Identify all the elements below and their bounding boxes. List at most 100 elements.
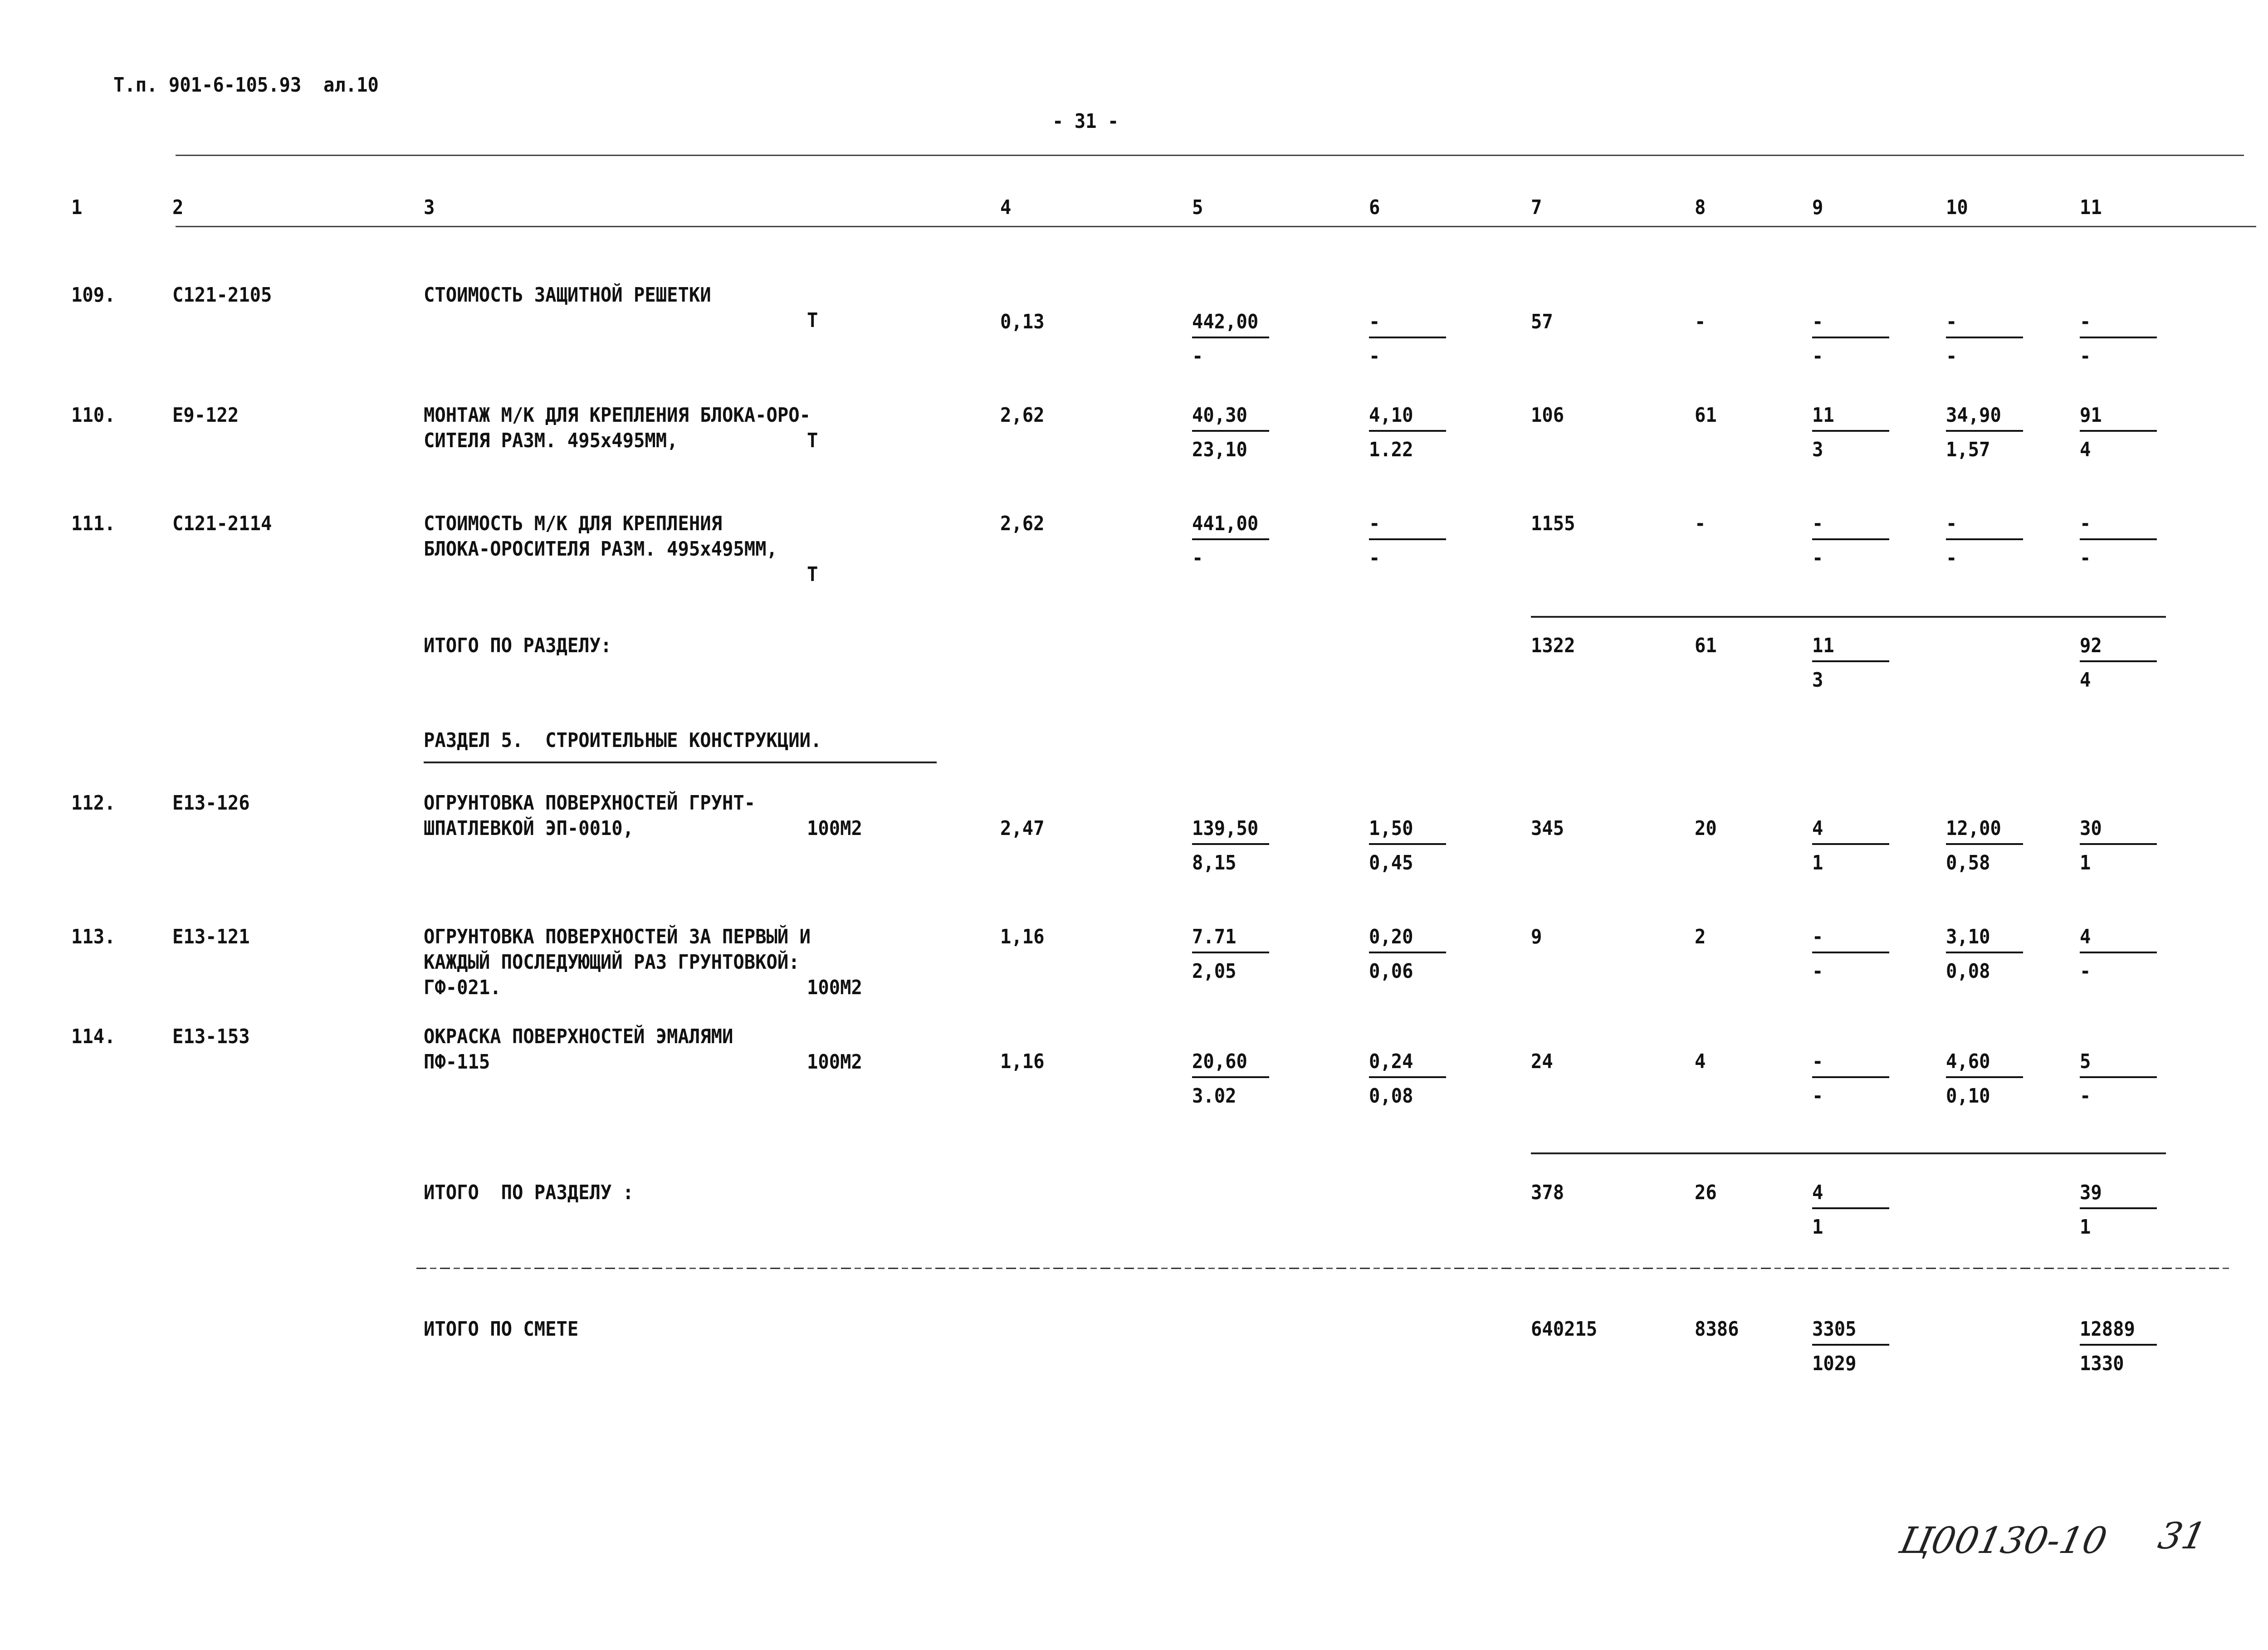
fraction-numerator: - (2080, 310, 2091, 333)
item-unit: 100М2 (807, 1050, 862, 1074)
fraction-numerator: - (1369, 310, 1380, 333)
fraction-bar (1192, 430, 1269, 432)
fraction-bar (2080, 1207, 2157, 1209)
fraction-numerator: - (2080, 512, 2091, 535)
item-code: С121-2105 (172, 283, 272, 307)
fraction-denominator: - (2080, 345, 2091, 368)
total-col8: 8386 (1695, 1318, 1739, 1341)
total-label: ИТОГО ПО СМЕТЕ (424, 1318, 579, 1341)
fraction-numerator: 4 (2080, 925, 2091, 948)
item-number: 112. (71, 791, 116, 815)
fraction-bar (1369, 952, 1446, 953)
fraction-denominator: - (1812, 1084, 1823, 1108)
subtotal-rule (1531, 1152, 2166, 1154)
total-col8: 61 (1695, 634, 1717, 657)
item-description: СТОИМОСТЬ М/К ДЛЯ КРЕПЛЕНИЯ (424, 512, 723, 535)
item-col7: 345 (1531, 817, 1564, 840)
item-col8: 2 (1695, 925, 1706, 948)
item-quantity: 2,47 (1000, 817, 1045, 840)
total-col7: 378 (1531, 1181, 1564, 1204)
item-unit: 100М2 (807, 817, 862, 840)
item-description: ШПАТЛЕВКОЙ ЭП-0010, (424, 817, 634, 840)
header-rule (176, 226, 2256, 227)
fraction-numerator: 11 (1812, 634, 1834, 657)
item-unit: Т (807, 429, 818, 452)
fraction-denominator: - (2080, 1084, 2091, 1108)
fraction-bar (1946, 430, 2023, 432)
fraction-bar (1812, 337, 1889, 338)
item-code: Е13-126 (172, 791, 250, 815)
fraction-numerator: 40,30 (1192, 404, 1247, 427)
fraction-numerator: 5 (2080, 1050, 2091, 1073)
item-description: КАЖДЫЙ ПОСЛЕДУЮЩИЙ РАЗ ГРУНТОВКОЙ: (424, 951, 800, 974)
fraction-bar (1192, 1076, 1269, 1078)
fraction-bar (1369, 1076, 1446, 1078)
item-description: ОКРАСКА ПОВЕРХНОСТЕЙ ЭМАЛЯМИ (424, 1025, 733, 1048)
fraction-bar (1946, 1076, 2023, 1078)
fraction-denominator: 1 (2080, 1216, 2091, 1239)
item-unit: Т (807, 309, 818, 332)
fraction-bar (1369, 843, 1446, 845)
item-col7: 9 (1531, 925, 1542, 948)
item-col7: 1155 (1531, 512, 1575, 535)
fraction-numerator: - (1369, 512, 1380, 535)
page-number: - 31 - (1052, 110, 1119, 133)
fraction-bar (1192, 538, 1269, 540)
fraction-denominator: - (2080, 960, 2091, 983)
fraction-denominator: - (1946, 345, 1957, 368)
fraction-denominator: 0,08 (1946, 960, 1990, 983)
item-number: 113. (71, 925, 116, 948)
fraction-bar (1812, 1344, 1889, 1346)
fraction-numerator: 91 (2080, 404, 2102, 427)
fraction-denominator: 3 (1812, 669, 1823, 692)
fraction-numerator: 11 (1812, 404, 1834, 427)
fraction-bar (1192, 843, 1269, 845)
fraction-denominator: 0,08 (1369, 1084, 1413, 1108)
item-unit: 100М2 (807, 976, 862, 999)
total-col7: 640215 (1531, 1318, 1598, 1341)
item-description: ПФ-115 (424, 1050, 490, 1074)
fraction-numerator: - (1946, 310, 1957, 333)
fraction-numerator: - (1812, 925, 1823, 948)
column-header-4: 4 (1000, 196, 1012, 219)
fraction-denominator: - (1192, 345, 1203, 368)
fraction-denominator: 1 (1812, 1216, 1823, 1239)
fraction-bar (2080, 660, 2157, 662)
fraction-denominator: 1 (2080, 851, 2091, 874)
fraction-denominator: 0,06 (1369, 960, 1413, 983)
fraction-numerator: 30 (2080, 817, 2102, 840)
fraction-numerator: 3,10 (1946, 925, 1990, 948)
fraction-bar (1812, 1207, 1889, 1209)
fraction-numerator: 442,00 (1192, 310, 1259, 333)
fraction-bar (1812, 1076, 1889, 1078)
fraction-numerator: 39 (2080, 1181, 2102, 1204)
column-header-11: 11 (2080, 196, 2102, 219)
column-header-1: 1 (71, 196, 83, 219)
item-col7: 57 (1531, 310, 1553, 333)
item-col8: - (1695, 310, 1706, 333)
fraction-bar (2080, 843, 2157, 845)
fraction-bar (2080, 1076, 2157, 1078)
item-unit: Т (807, 563, 818, 586)
fraction-denominator: 1330 (2080, 1352, 2124, 1375)
item-quantity: 0,13 (1000, 310, 1045, 333)
item-quantity: 1,16 (1000, 925, 1045, 948)
handwritten-page: 31 (2155, 1515, 2210, 1557)
fraction-denominator: 1 (1812, 851, 1823, 874)
fraction-numerator: 92 (2080, 634, 2102, 657)
item-col8: - (1695, 512, 1706, 535)
fraction-numerator: 12889 (2080, 1318, 2135, 1341)
column-header-10: 10 (1946, 196, 1968, 219)
fraction-numerator: 12,00 (1946, 817, 2001, 840)
fraction-bar (1192, 337, 1269, 338)
item-quantity: 1,16 (1000, 1050, 1045, 1073)
item-code: Е13-121 (172, 925, 250, 948)
fraction-bar (1812, 538, 1889, 540)
fraction-bar (1369, 430, 1446, 432)
fraction-denominator: 2,05 (1192, 960, 1237, 983)
item-col8: 20 (1695, 817, 1717, 840)
fraction-numerator: 0,20 (1369, 925, 1413, 948)
fraction-denominator: - (1812, 960, 1823, 983)
fraction-numerator: - (1812, 512, 1823, 535)
item-col7: 24 (1531, 1050, 1553, 1073)
